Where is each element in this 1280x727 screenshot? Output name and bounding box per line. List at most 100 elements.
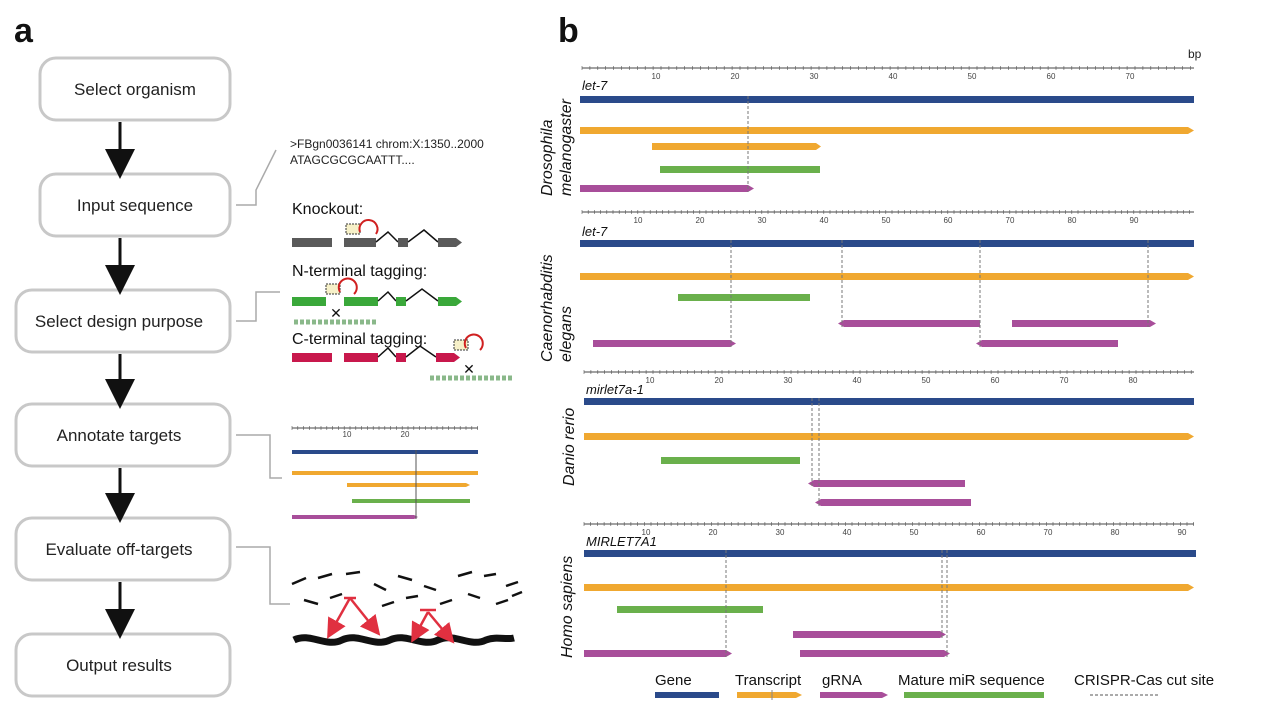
organism-label: Drosophila melanogaster xyxy=(539,98,575,196)
grna-bar xyxy=(1012,320,1156,327)
axis-tick-label: 40 xyxy=(820,216,829,225)
axis-tick-label: 50 xyxy=(922,376,931,385)
axis-tick-label: 70 xyxy=(1060,376,1069,385)
legend-item-cut-site: CRISPR-Cas cut site xyxy=(1074,672,1214,696)
axis-tick-label: 50 xyxy=(910,528,919,537)
axis-tick-label: 30 xyxy=(810,72,819,81)
gene-bar xyxy=(580,96,1194,103)
axis: 10 20 30 40 50 60 70 80 xyxy=(583,370,1194,385)
legend-swatch xyxy=(820,692,888,698)
panel-b-letter: b xyxy=(558,12,579,50)
transcript-bar xyxy=(652,143,821,150)
legend-swatch xyxy=(904,692,1044,698)
axis-tick-label: 40 xyxy=(889,72,898,81)
gene-bar xyxy=(584,398,1194,405)
axis-tick-label: 80 xyxy=(1111,528,1120,537)
cas9-arc-icon xyxy=(463,333,484,351)
axis-tick-label: 50 xyxy=(882,216,891,225)
axis-tick-label: 40 xyxy=(843,528,852,537)
axis-tick-label: 20 xyxy=(731,72,740,81)
gene-name: let-7 xyxy=(582,224,608,239)
axis-tick-label: 10 xyxy=(642,528,651,537)
axis-tick-label: 10 xyxy=(652,72,661,81)
cas9-arc-icon xyxy=(337,277,358,295)
step-select-organism: Select organism xyxy=(38,56,232,122)
grna-bar xyxy=(815,499,971,506)
legend-swatch xyxy=(655,692,719,698)
transcript-bar xyxy=(584,584,1194,591)
axis-tick-label: 60 xyxy=(944,216,953,225)
genome-strand xyxy=(292,634,515,646)
gene-name: mirlet7a-1 xyxy=(586,382,644,397)
purpose-n-terminal: N-terminal tagging: xyxy=(292,263,427,280)
legend-item-grna: gRNA xyxy=(820,672,888,698)
axis: 10 20 30 40 50 60 70 xyxy=(581,66,1194,81)
organism-label: Homo sapiens xyxy=(559,556,576,658)
legend-item-transcript: Transcript xyxy=(735,672,802,700)
mini-annotation: 10 20 xyxy=(291,426,478,519)
axis-tick-label: 60 xyxy=(977,528,986,537)
legend-label: CRISPR-Cas cut site xyxy=(1074,672,1214,689)
off-target-illustration xyxy=(291,570,523,646)
step-label: Output results xyxy=(66,656,172,675)
legend: Gene Transcript gRNA Mature miR sequence… xyxy=(655,672,1214,700)
n-terminal-gene-model: ✕ xyxy=(292,277,462,325)
transcript-bar xyxy=(584,433,1194,440)
legend-swatch xyxy=(737,692,802,698)
knockout-gene-model xyxy=(292,219,462,247)
axis-tick-label: 90 xyxy=(1130,216,1139,225)
mature-mir-bar xyxy=(678,294,810,301)
legend-item-gene: Gene xyxy=(655,672,719,698)
axis-tick-label: 40 xyxy=(853,376,862,385)
step-label: Annotate targets xyxy=(57,426,182,445)
grna-bar xyxy=(976,340,1118,347)
axis-tick-label: 60 xyxy=(991,376,1000,385)
organism-label: Caenorhabditis elegans xyxy=(539,250,575,362)
gene-bar xyxy=(580,240,1194,247)
step-label: Select design purpose xyxy=(35,312,203,331)
axis-tick-label: 90 xyxy=(1178,528,1187,537)
organism-label: Danio rerio xyxy=(561,408,578,486)
axis-tick-label: 10 xyxy=(646,376,655,385)
purpose-knockout: Knockout: xyxy=(292,201,363,218)
axis-tick-label: 20 xyxy=(715,376,724,385)
mature-mir-bar xyxy=(661,457,800,464)
axis-tick-label: 30 xyxy=(758,216,767,225)
gene-name: let-7 xyxy=(582,78,608,93)
mature-mir-bar xyxy=(660,166,820,173)
workflow: Select organism Input sequence Select de… xyxy=(14,56,232,698)
axis-tick-label: 80 xyxy=(1129,376,1138,385)
cut-x-icon: ✕ xyxy=(463,361,475,377)
cas9-icon xyxy=(325,283,341,295)
connector-brackets xyxy=(236,149,290,605)
grna-bar xyxy=(580,185,754,192)
cas9-icon xyxy=(345,223,361,235)
grna-bar xyxy=(793,631,946,638)
step-input-sequence: Input sequence xyxy=(38,172,232,238)
step-label: Select organism xyxy=(74,80,196,99)
panel-a-letter: a xyxy=(14,12,34,50)
track-danio: 10 20 30 40 50 60 70 80 mirlet7a-1 Danio rerio xyxy=(561,370,1194,506)
axis-tick-label: 20 xyxy=(696,216,705,225)
axis-tick-label: 50 xyxy=(968,72,977,81)
cas9-icon xyxy=(453,339,469,351)
axis-tick-label: 70 xyxy=(1126,72,1135,81)
step-label: Evaluate off-targets xyxy=(45,540,192,559)
track-drosophila: 10 20 30 40 50 60 70 let-7 Drosophila melanoga… xyxy=(539,66,1194,196)
track-homo-sapiens: 10 20 30 40 50 60 70 80 90 MIRLET7A1 Homo sapien… xyxy=(559,522,1196,658)
c-terminal-gene-model: ✕ xyxy=(292,333,514,381)
grna-bar xyxy=(808,480,965,487)
cas9-arc-icon xyxy=(358,219,379,235)
unit-label: bp xyxy=(1188,47,1202,61)
legend-label: Gene xyxy=(655,672,692,689)
legend-label: Mature miR sequence xyxy=(898,672,1045,689)
grna-bar xyxy=(838,320,980,327)
sequence-bases: ATAGCGCGCAATTT.... xyxy=(290,153,415,167)
step-select-design-purpose: Select design purpose xyxy=(14,288,232,354)
cut-x-icon: ✕ xyxy=(330,305,342,321)
axis-tick-label: 70 xyxy=(1044,528,1053,537)
gene-bar xyxy=(584,550,1196,557)
transcript-bar xyxy=(580,127,1194,134)
axis-tick-label: 30 xyxy=(784,376,793,385)
